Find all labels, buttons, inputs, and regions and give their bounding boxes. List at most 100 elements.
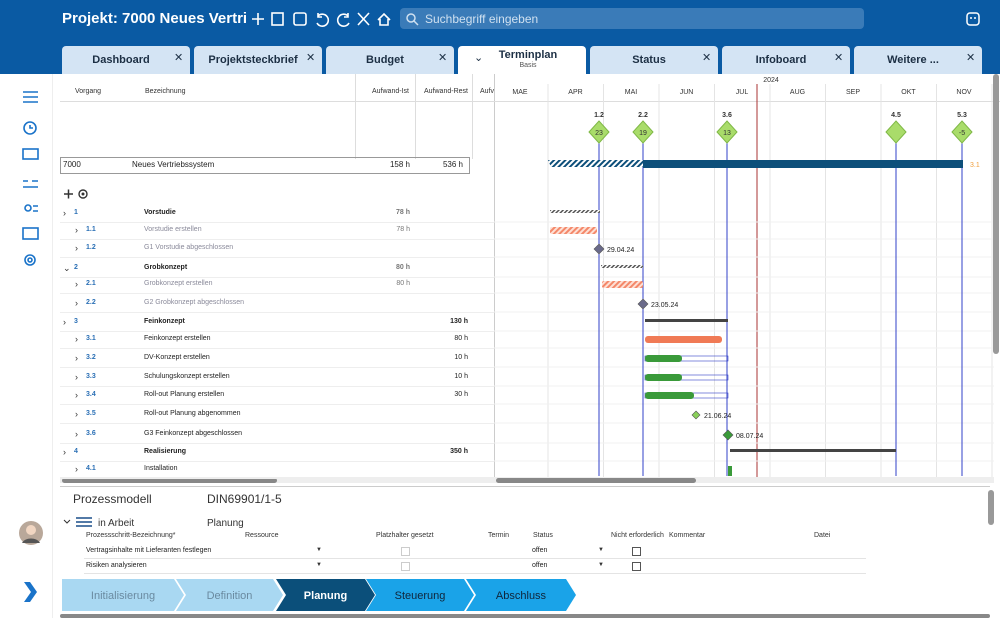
expand-icon[interactable]: › — [63, 208, 66, 218]
column-header: Bezeichnung — [145, 88, 186, 95]
toolbar-icons[interactable] — [248, 8, 398, 30]
v-scroll[interactable] — [988, 490, 994, 525]
process-step[interactable] — [276, 579, 375, 611]
tab-close[interactable]: ✕ — [438, 52, 448, 64]
tab-close[interactable]: ✕ — [834, 52, 844, 64]
row-ist: 80 h — [396, 280, 410, 287]
row-name: Schulungskonzept erstellen — [144, 373, 230, 380]
column-header: Aufwand-Rest — [424, 88, 468, 95]
row-name: Installation — [144, 465, 178, 472]
placeholder-checkbox — [401, 562, 410, 571]
tab[interactable] — [590, 46, 718, 74]
expand-icon[interactable]: › — [75, 243, 78, 253]
scroll-thumb[interactable] — [496, 478, 696, 483]
process-step[interactable] — [466, 579, 576, 611]
tab[interactable] — [854, 46, 982, 74]
expand-icon[interactable]: › — [75, 298, 78, 308]
table-header: Datei — [814, 532, 831, 539]
milestone — [885, 120, 907, 144]
expand-icon[interactable]: › — [75, 409, 78, 419]
tab-label: Terminplan — [498, 49, 558, 61]
dropdown-arrow[interactable]: ▼ — [316, 562, 322, 568]
gantt-chart: 2024 MAE APR MAI JUN JUL AUG SEP OKT NOV 1.2 23 2.2 1… — [494, 77, 994, 480]
milestone-value: -5 — [959, 130, 965, 137]
month-label: AUG — [790, 89, 805, 96]
tab-close[interactable]: ✕ — [702, 52, 712, 64]
scroll-thumb[interactable] — [62, 478, 277, 483]
tab[interactable] — [458, 46, 586, 74]
row-rest: 130 h — [450, 318, 468, 325]
sidebar-icons[interactable] — [20, 88, 42, 278]
row-id: 3 — [74, 318, 78, 325]
tab-close[interactable]: ✕ — [174, 52, 184, 64]
task-bar — [645, 355, 682, 362]
row-id: 3.5 — [86, 410, 96, 417]
tab-label: Infoboard — [755, 54, 807, 66]
table-row-line — [84, 573, 866, 574]
tab-label: Weitere ... — [887, 54, 939, 66]
splitter[interactable] — [60, 486, 990, 487]
project-title: Projekt: 7000 Neues Vertri — [62, 10, 248, 27]
tab-close[interactable]: ✕ — [306, 52, 316, 64]
v-scroll[interactable] — [993, 74, 999, 354]
task-bar — [645, 392, 694, 399]
table-header: Platzhalter gesetzt — [376, 532, 434, 539]
milestone — [716, 120, 738, 144]
milestone-label: 4.5 — [891, 112, 901, 119]
row-id: 4 — [74, 448, 78, 455]
column-header: Vorgang — [75, 88, 102, 95]
expand-icon[interactable]: › — [75, 279, 78, 289]
expand-icon[interactable]: › — [75, 390, 78, 400]
search-box[interactable] — [400, 8, 864, 29]
list-icon[interactable] — [62, 516, 94, 528]
avatar[interactable] — [18, 520, 44, 546]
expand-icon[interactable]: › — [75, 225, 78, 235]
project-row[interactable] — [60, 157, 470, 174]
row-rest: 30 h — [454, 391, 468, 398]
row-id: 2.1 — [86, 280, 96, 287]
row-name: Grobkonzept — [144, 264, 188, 271]
row-name: G2 Grobkonzept abgeschlossen — [144, 299, 245, 306]
date-label: 29.04.24 — [607, 247, 634, 254]
h-scroll[interactable] — [60, 614, 990, 618]
user-menu-icon[interactable] — [965, 11, 981, 27]
checkbox[interactable] — [632, 562, 641, 571]
add-settings-icons[interactable] — [62, 187, 92, 201]
tab[interactable] — [326, 46, 454, 74]
process-step[interactable] — [176, 579, 283, 611]
dropdown-arrow[interactable]: ▼ — [598, 547, 604, 553]
tab-close[interactable]: ✕ — [966, 52, 976, 64]
summary-bar — [730, 449, 896, 452]
expand-icon[interactable]: › — [75, 464, 78, 474]
process-phase: Planung — [207, 518, 244, 529]
row-name: Vorstudie erstellen — [144, 226, 202, 233]
expand-icon[interactable]: › — [63, 317, 66, 327]
col-sep — [415, 74, 416, 159]
process-step[interactable] — [62, 579, 184, 611]
tab[interactable] — [62, 46, 190, 74]
row-id: 2.2 — [86, 299, 96, 306]
expand-icon[interactable]: › — [75, 429, 78, 439]
expand-icon[interactable]: › — [75, 372, 78, 382]
milestone-value: 13 — [723, 130, 731, 137]
tab-chevron[interactable]: ⌄ — [474, 52, 484, 64]
process-step[interactable] — [366, 579, 474, 611]
expand-icon[interactable]: ⌄ — [63, 263, 71, 273]
expand-icon[interactable]: › — [63, 447, 66, 457]
date-label: 21.06.24 — [704, 413, 731, 420]
dropdown-arrow[interactable]: ▼ — [598, 562, 604, 568]
process-step-label: Definition — [207, 590, 253, 602]
tab[interactable] — [194, 46, 322, 74]
tab[interactable] — [722, 46, 850, 74]
project-ist: 158 h — [389, 160, 410, 169]
expand-icon[interactable]: › — [75, 353, 78, 363]
row-line — [60, 222, 494, 223]
checkbox[interactable] — [632, 547, 641, 556]
search-placeholder: Suchbegriff eingeben — [425, 12, 539, 26]
dropdown-arrow[interactable]: ▼ — [316, 547, 322, 553]
task-bar — [645, 374, 682, 381]
col-sep — [472, 74, 473, 159]
expand-icon[interactable]: › — [75, 334, 78, 344]
milestone-label: 3.6 — [722, 112, 732, 119]
month-label: JUL — [736, 89, 749, 96]
